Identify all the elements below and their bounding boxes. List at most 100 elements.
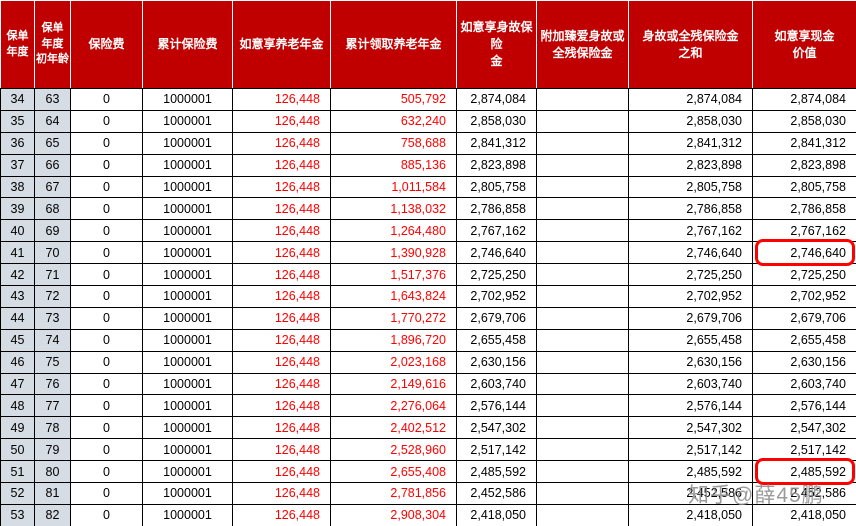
cell-cum_annuity: 1,011,584 [330,175,457,199]
cell-cum_premium: 1000001 [142,219,233,243]
table-row: 51 80 0 1000001 126,448 2,655,408 2,485,592 2,4… [0,458,856,486]
cell-cum_premium: 1000001 [142,482,233,505]
table-header: 保单 年度 保单 年度 初年龄 保险费 累计保险费 如意享养老年金 累计领取养老年金 如意享… [0,0,856,89]
cell-value: 2,858,030 [790,114,846,129]
cell-value: 1000001 [163,464,212,479]
cell-value: 2,679,706 [686,311,742,326]
cell-value: 68 [45,201,60,216]
cell-value: 2,402,512 [390,420,446,435]
cell-value: 40 [10,223,25,238]
cell-death_benefit: 2,603,740 [456,372,537,396]
cell-value: 2,655,408 [390,464,446,479]
cell-value: 39 [10,201,25,216]
cell-value: 80 [45,464,60,479]
cell-value: 66 [45,158,60,173]
cell-cash_value: 2,517,142 [752,438,856,462]
cell-death_total: 2,517,142 [628,438,753,462]
cell-rider_benefit [536,153,629,177]
cell-year: 53 [0,503,35,526]
cell-premium: 0 [70,153,143,177]
cell-value: 1000001 [163,420,212,435]
cell-value: 42 [10,267,25,282]
table-row: 41 70 0 1000001 126,448 1,390,928 2,746,640 2,7… [0,239,856,267]
cell-value: 126,448 [274,289,320,304]
table-row: 47 76 0 1000001 126,448 2,149,616 2,603,740 2,6… [0,372,856,396]
cell-value: 2,517,142 [790,442,846,457]
cell-cum_annuity: 632,240 [330,109,457,133]
cell-cum_premium: 1000001 [142,263,233,287]
cell-premium: 0 [70,88,143,111]
cell-value: 38 [10,180,25,194]
cell-value: 2,576,144 [686,398,742,413]
table-row: 50 79 0 1000001 126,448 2,528,960 2,517,142 2,5… [0,438,856,462]
cell-value: 71 [45,267,60,282]
cell-annuity: 126,448 [232,131,331,155]
cell-rider_benefit [536,131,629,155]
table-row: 38 67 0 1000001 126,448 1,011,584 2,805,758 2,8… [0,175,856,199]
cell-cash_value: 2,702,952 [752,285,856,308]
cell-value: 2,528,960 [390,442,446,457]
cell-value: 1000001 [163,180,212,194]
cell-annuity: 126,448 [232,241,331,265]
cell-value: 2,746,640 [686,245,742,260]
cell-rider_benefit [536,482,629,505]
cell-rider_benefit [536,306,629,330]
cell-death_total: 2,702,952 [628,285,753,308]
cell-year: 51 [0,460,35,484]
cell-value: 2,841,312 [790,136,846,151]
cell-value: 0 [103,333,110,348]
cell-annuity: 126,448 [232,219,331,243]
cell-year: 37 [0,153,35,177]
cell-value: 2,547,302 [686,420,742,435]
cell-annuity: 126,448 [232,482,331,505]
cell-value: 505,792 [400,92,446,107]
column-header-premium: 保险费 [70,0,143,89]
cell-value: 0 [103,398,110,413]
cell-value: 2,805,758 [686,180,742,194]
cell-death_benefit: 2,841,312 [456,131,537,155]
cell-value: 1000001 [163,201,212,216]
cell-value: 0 [103,486,110,501]
cell-cum_premium: 1000001 [142,197,233,221]
cell-year: 41 [0,241,35,265]
cell-value: 2,725,250 [686,267,742,282]
cell-value: 2,517,142 [686,442,742,457]
cell-cum_annuity: 505,792 [330,88,457,111]
cell-value: 2,679,706 [790,311,846,326]
cell-year: 45 [0,328,35,352]
watermark: 知乎@薛45鹏 [688,484,824,507]
cell-value: 1000001 [163,223,212,238]
cell-cash_value: 2,603,740 [752,372,856,396]
cell-value: 126,448 [274,420,320,435]
cell-cum_premium: 1000001 [142,241,233,265]
cell-cum_annuity: 2,149,616 [330,372,457,396]
cell-value: 2,908,304 [390,508,446,523]
column-header-death_total: 身故或全残保险金 之和 [628,0,753,89]
cell-age: 73 [34,306,71,330]
cell-age: 79 [34,438,71,462]
cell-value: 126,448 [274,377,320,392]
cell-value: 0 [103,508,110,523]
cell-death_total: 2,679,706 [628,306,753,330]
cell-rider_benefit [536,197,629,221]
cell-rider_benefit [536,219,629,243]
cell-death_benefit: 2,576,144 [456,394,537,418]
cell-cum_premium: 1000001 [142,438,233,462]
cell-value: 1000001 [163,158,212,173]
cell-value: 2,767,162 [686,223,742,238]
cell-value: 2,603,740 [470,377,526,392]
cell-value: 2,786,858 [790,201,846,216]
cell-value: 1,896,720 [390,333,446,348]
cell-premium: 0 [70,306,143,330]
cell-death_total: 2,576,144 [628,394,753,418]
cell-death_benefit: 2,823,898 [456,153,537,177]
cell-value: 37 [10,158,25,173]
cell-premium: 0 [70,416,143,440]
cell-rider_benefit [536,394,629,418]
cell-value: 50 [10,442,25,457]
cell-cum_premium: 1000001 [142,328,233,352]
cell-rider_benefit [536,109,629,133]
table-row: 53 82 0 1000001 126,448 2,908,304 2,418,050 2,4… [0,503,856,526]
cell-death_total: 2,485,592 [628,460,753,484]
